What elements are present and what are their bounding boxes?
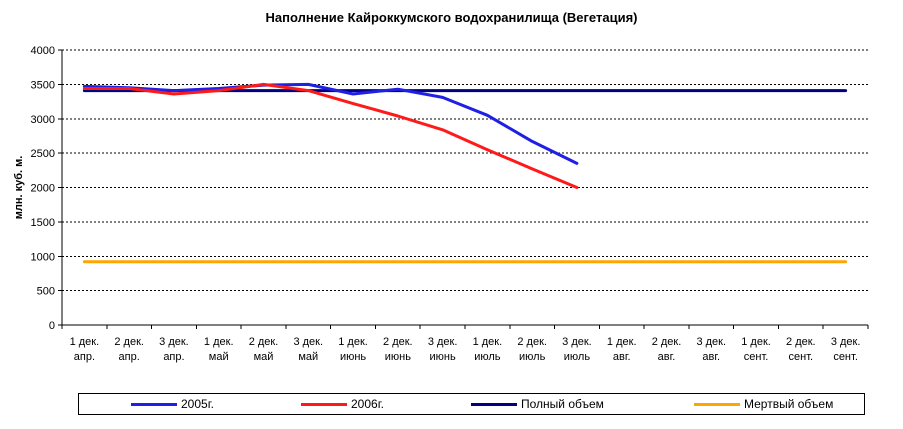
x-tick-label-16-line1: 2 дек.	[786, 336, 816, 348]
x-tick-label-5-line2: май	[298, 351, 318, 363]
y-tick-label-1: 500	[37, 286, 55, 298]
x-tick-label-1-line2: апр.	[119, 351, 140, 363]
legend-item-2006: 2006г.	[301, 397, 384, 411]
y-tick-label-3: 1500	[31, 217, 55, 229]
x-tick-label-13-line2: авг.	[658, 351, 676, 363]
x-tick-label-7-line1: 2 дек.	[383, 336, 413, 348]
x-tick-label-5-line1: 3 дек.	[293, 336, 323, 348]
x-tick-label-1-line1: 2 дек.	[114, 336, 144, 348]
series-line-0	[82, 82, 579, 165]
legend-swatch-2005	[131, 402, 177, 406]
chart-title: Наполнение Кайроккумского водохранилища …	[265, 10, 638, 25]
x-tick-label-14-line1: 3 дек.	[696, 336, 726, 348]
x-tick-label-3-line1: 1 дек.	[204, 336, 234, 348]
y-tick-label-0: 0	[49, 320, 55, 332]
x-tick-label-0-line2: апр.	[74, 351, 95, 363]
x-tick-label-16-line2: сент.	[789, 351, 814, 363]
x-tick-label-6-line1: 1 дек.	[338, 336, 368, 348]
y-tick-label-4: 2000	[31, 183, 55, 195]
x-tick-label-15-line2: сент.	[744, 351, 769, 363]
y-axis-label: млн. куб. м.	[13, 156, 25, 220]
x-tick-label-15-line1: 1 дек.	[741, 336, 771, 348]
x-tick-label-8-line1: 3 дек.	[428, 336, 458, 348]
legend-swatch-dead-volume	[694, 402, 740, 406]
x-tick-label-9-line1: 1 дек.	[473, 336, 503, 348]
legend: 2005г. 2006г. Полный объем Мертвый объем	[78, 393, 865, 415]
legend-item-full-volume: Полный объем	[471, 397, 604, 411]
x-tick-label-6-line2: июнь	[340, 351, 366, 363]
x-tick-label-0-line1: 1 дек.	[70, 336, 100, 348]
x-tick-label-9-line2: июль	[474, 351, 501, 363]
x-tick-label-17-line1: 3 дек.	[831, 336, 861, 348]
line-chart: 0 500 1000 1500 2000 2500 3000 3500 4000 1 дек. ап…	[13, 45, 869, 363]
y-tick-label-2: 1000	[31, 251, 55, 263]
legend-label-dead-volume: Мертвый объем	[744, 397, 834, 411]
x-tick-label-4-line2: май	[254, 351, 274, 363]
x-tick-label-10-line1: 2 дек.	[517, 336, 547, 348]
x-tick-label-8-line2: июнь	[430, 351, 456, 363]
legend-swatch-full-volume	[471, 402, 517, 406]
x-tick-label-17-line2: сент.	[833, 351, 858, 363]
legend-label-2006: 2006г.	[351, 397, 384, 411]
legend-item-2005: 2005г.	[131, 397, 214, 411]
y-tick-label-5: 2500	[31, 148, 55, 160]
legend-label-full-volume: Полный объем	[521, 397, 604, 411]
legend-swatch-2006	[301, 402, 347, 406]
x-tick-label-13-line1: 2 дек.	[652, 336, 682, 348]
x-tick-label-2-line2: апр.	[163, 351, 184, 363]
legend-label-2005: 2005г.	[181, 397, 214, 411]
x-tick-label-2-line1: 3 дек.	[159, 336, 189, 348]
x-tick-label-14-line2: авг.	[702, 351, 720, 363]
y-tick-label-7: 3500	[31, 79, 55, 91]
series-line-1	[82, 82, 579, 189]
x-tick-label-12-line1: 1 дек.	[607, 336, 637, 348]
y-tick-label-6: 3000	[31, 114, 55, 126]
x-tick-label-3-line2: май	[209, 351, 229, 363]
x-tick-label-12-line2: авг.	[613, 351, 631, 363]
x-tick-label-10-line2: июль	[519, 351, 546, 363]
x-tick-label-4-line1: 2 дек.	[249, 336, 279, 348]
x-tick-label-11-line2: июль	[564, 351, 591, 363]
y-tick-label-8: 4000	[31, 45, 55, 57]
x-tick-label-11-line1: 3 дек.	[562, 336, 592, 348]
x-tick-label-7-line2: июнь	[385, 351, 411, 363]
legend-item-dead-volume: Мертвый объем	[694, 397, 833, 411]
